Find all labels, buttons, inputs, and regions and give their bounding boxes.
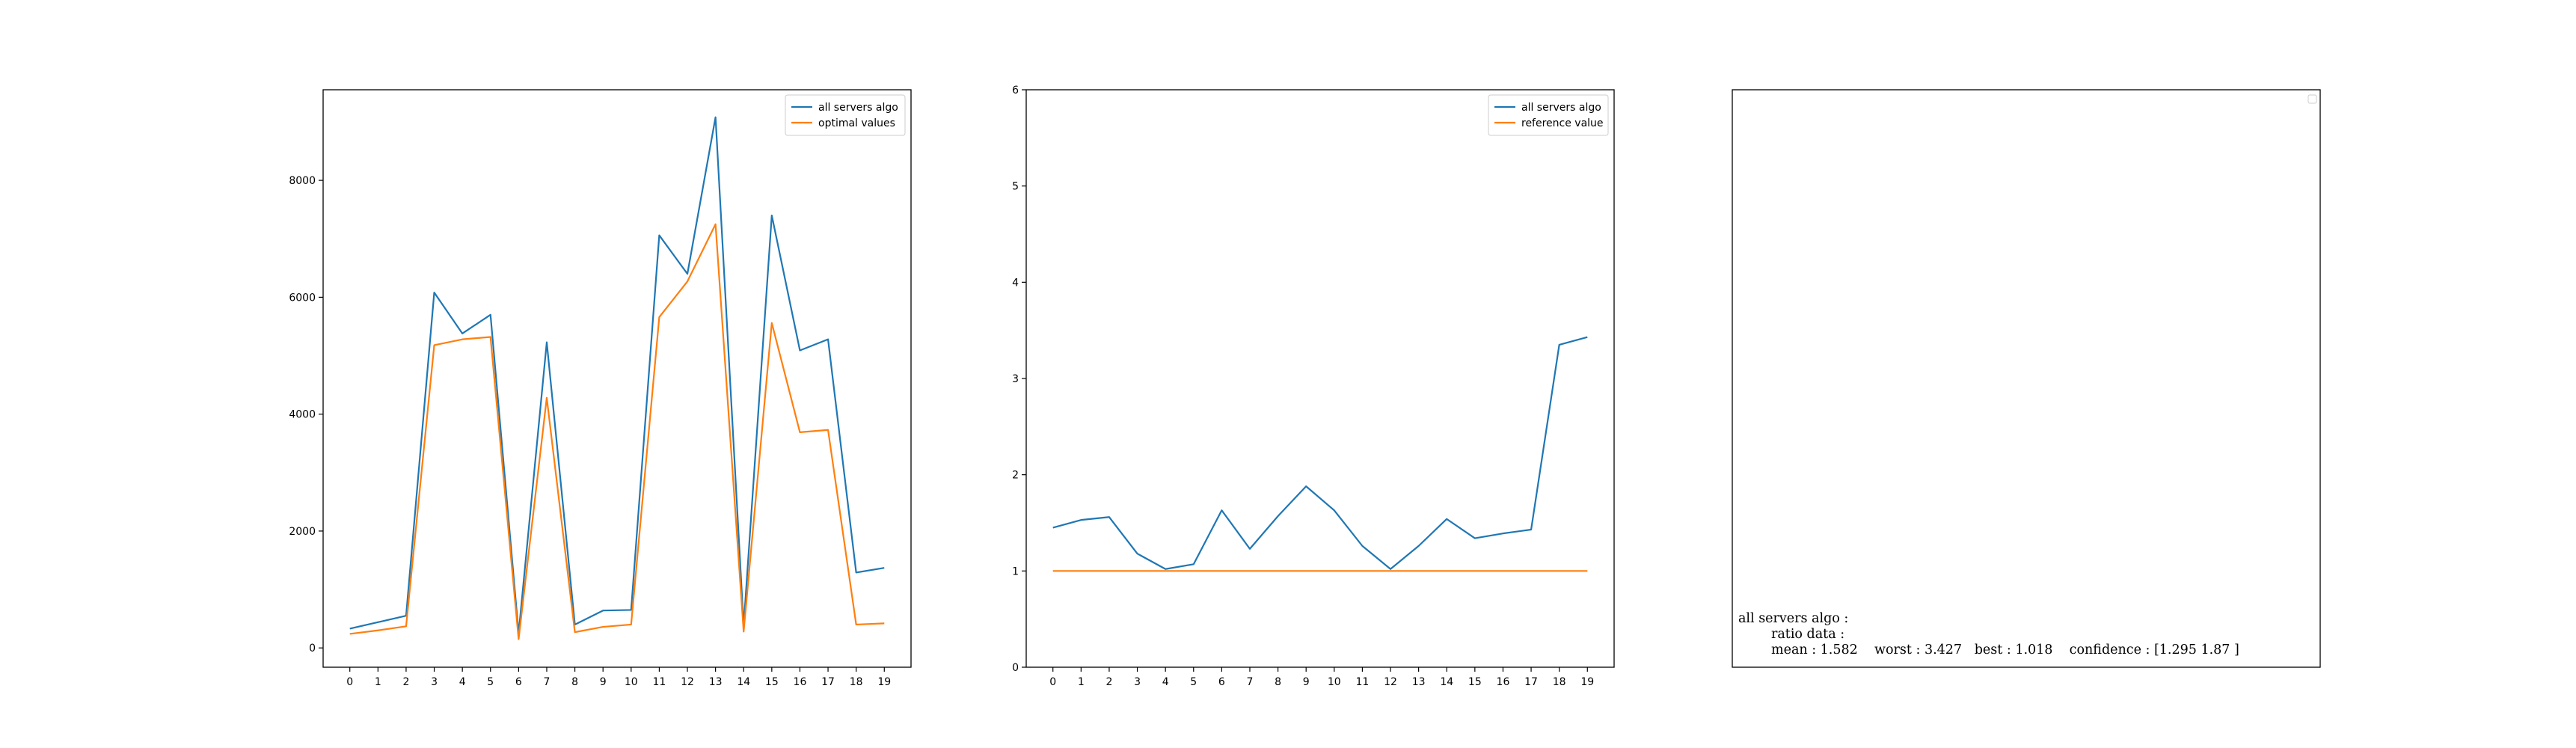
legend-label: all servers algo [818, 102, 898, 114]
x-tick-label: 15 [1468, 676, 1482, 688]
empty-legend-box [2307, 94, 2317, 104]
x-tick-label: 3 [431, 676, 438, 688]
x-tick-label: 1 [375, 676, 381, 688]
x-tick-label: 17 [821, 676, 835, 688]
x-tick-label: 8 [571, 676, 578, 688]
series-line-0 [349, 116, 885, 634]
legend-label: all servers algo [1521, 102, 1601, 114]
y-tick-label: 4000 [289, 409, 316, 421]
series-line-0 [1052, 336, 1588, 570]
x-tick-label: 12 [1384, 676, 1397, 688]
x-tick-label: 14 [1440, 676, 1453, 688]
x-tick-label: 19 [1580, 676, 1594, 688]
plot-area [1026, 90, 1614, 667]
y-tick-label: 2000 [289, 526, 316, 538]
x-tick-label: 19 [877, 676, 891, 688]
x-tick-label: 8 [1275, 676, 1281, 688]
y-tick-label: 8000 [289, 175, 316, 187]
x-tick-label: 4 [1162, 676, 1169, 688]
x-tick-label: 13 [1412, 676, 1426, 688]
x-tick-label: 2 [402, 676, 409, 688]
x-tick-label: 2 [1105, 676, 1112, 688]
stats-subtitle: ratio data : [1771, 627, 1844, 642]
y-tick-label: 6000 [289, 292, 316, 304]
y-tick-label: 3 [1012, 373, 1019, 385]
x-tick-label: 5 [1190, 676, 1197, 688]
x-tick-label: 9 [600, 676, 607, 688]
x-tick-label: 7 [544, 676, 551, 688]
x-tick-label: 11 [1355, 676, 1369, 688]
stats-panel: all servers algo : ratio data : mean : 1… [1732, 89, 2321, 668]
legend-frame [785, 94, 906, 136]
y-tick-label: 2 [1012, 470, 1019, 482]
x-tick-label: 7 [1247, 676, 1254, 688]
x-tick-label: 17 [1524, 676, 1538, 688]
legend: all servers algo optimal values [785, 94, 906, 136]
y-tick-label: 0 [1012, 662, 1019, 674]
x-tick-label: 3 [1134, 676, 1141, 688]
plot-frame [322, 89, 912, 668]
x-tick-label: 10 [625, 676, 638, 688]
x-tick-label: 11 [652, 676, 666, 688]
y-tick-label: 5 [1012, 181, 1019, 193]
x-tick-label: 0 [1049, 676, 1056, 688]
legend: all servers algo reference value [1488, 94, 1609, 136]
y-tick-label: 1 [1012, 565, 1019, 577]
x-tick-label: 9 [1303, 676, 1310, 688]
x-tick-label: 15 [765, 676, 779, 688]
y-tick-label: 6 [1012, 85, 1019, 96]
y-tick-label: 0 [309, 643, 316, 654]
x-tick-label: 13 [709, 676, 723, 688]
x-tick-label: 1 [1078, 676, 1085, 688]
stats-values: mean : 1.582 worst : 3.427 best : 1.018 … [1771, 643, 2239, 657]
x-tick-label: 10 [1328, 676, 1341, 688]
x-tick-label: 5 [487, 676, 494, 688]
legend-label: reference value [1521, 117, 1604, 129]
plot-area [323, 90, 911, 667]
x-tick-label: 6 [1218, 676, 1225, 688]
x-tick-label: 14 [737, 676, 750, 688]
x-tick-label: 12 [681, 676, 694, 688]
legend-label: optimal values [818, 117, 895, 129]
x-tick-label: 18 [1553, 676, 1566, 688]
series-line-1 [349, 223, 885, 640]
y-tick-label: 4 [1012, 277, 1019, 289]
x-tick-label: 16 [1497, 676, 1510, 688]
chart-panel-values: 0 1 2 3 4 5 6 7 8 9 10 11 12 13 14 15 16 17 18 190200040006… [289, 89, 912, 688]
x-tick-label: 16 [794, 676, 807, 688]
stats-frame [1732, 89, 2321, 668]
stats-title: all servers algo : [1738, 611, 1848, 626]
x-tick-label: 18 [850, 676, 863, 688]
x-tick-label: 4 [459, 676, 466, 688]
x-tick-label: 6 [515, 676, 522, 688]
legend-frame [1488, 94, 1609, 136]
x-tick-label: 0 [346, 676, 353, 688]
